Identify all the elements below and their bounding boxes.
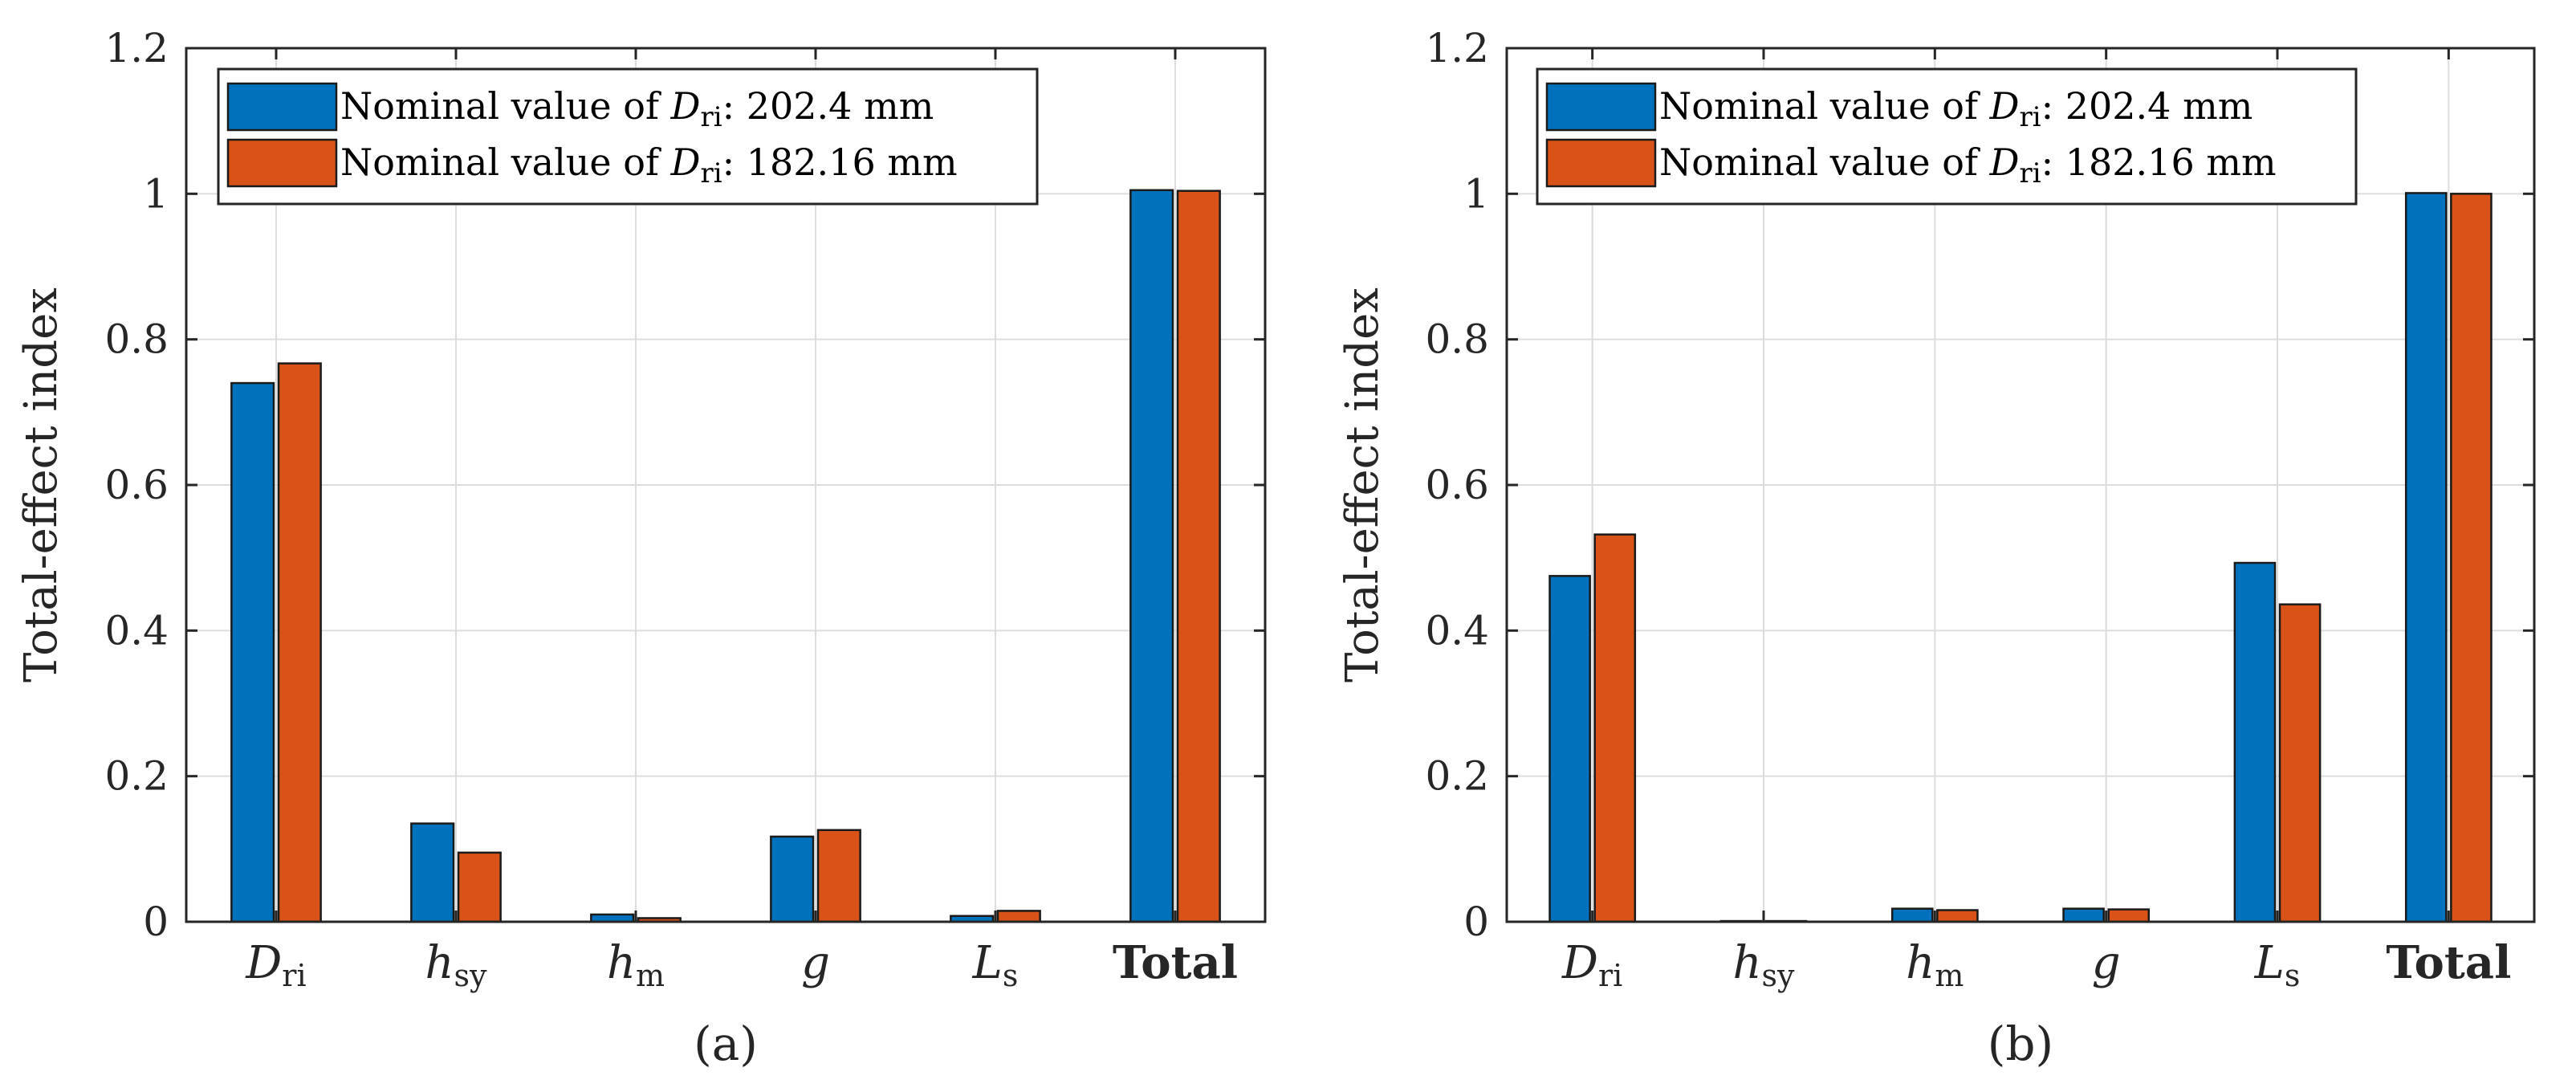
legend: Nominal value of Dri: 202.4 mm Nominal va… bbox=[1536, 67, 2358, 206]
x-tick-label: hm bbox=[1906, 937, 1964, 993]
legend-entry-2: Nominal value of Dri: 182.16 mm bbox=[1659, 141, 2277, 189]
legend-entry-2: Nominal value of Dri: 182.16 mm bbox=[340, 141, 958, 189]
x-tick-label: g bbox=[801, 937, 830, 989]
panel-caption: (a) bbox=[694, 1017, 758, 1071]
y-tick-label: 0.8 bbox=[1425, 316, 1489, 363]
panel-caption: (b) bbox=[1988, 1017, 2053, 1071]
x-tick-label: Ls bbox=[972, 937, 1019, 993]
x-tick-label: Total bbox=[2386, 936, 2511, 989]
y-axis-label: Total-effect index bbox=[15, 287, 67, 682]
y-tick-label: 1.2 bbox=[104, 25, 169, 71]
legend-swatch-1 bbox=[1545, 82, 1657, 132]
y-tick-label: 0 bbox=[143, 898, 169, 945]
x-tick-label: hm bbox=[607, 937, 665, 993]
bar-series2-cat4 bbox=[816, 829, 861, 923]
bar-series2-cat3 bbox=[1936, 909, 1979, 923]
bar-series2-cat6 bbox=[1176, 189, 1221, 923]
y-tick-label: 0.6 bbox=[104, 462, 169, 508]
y-tick-label: 0.4 bbox=[104, 607, 169, 654]
legend-swatch-2 bbox=[226, 138, 338, 188]
legend: Nominal value of Dri: 202.4 mm Nominal va… bbox=[217, 67, 1039, 206]
x-tick-label: Dri bbox=[1561, 937, 1622, 993]
legend-box bbox=[217, 67, 1039, 206]
bar-series1-cat1 bbox=[1548, 575, 1591, 923]
chart-panel-b: 0 0.2 0.4 0.6 0.8 1 1.2 Dri hsy hm g Ls Total Total-e… bbox=[1337, 25, 2536, 1071]
axes-box bbox=[1505, 47, 2536, 923]
y-tick-label: 1 bbox=[1463, 170, 1489, 217]
y-tick-label: 0.4 bbox=[1425, 607, 1489, 654]
y-tick-label: 0.2 bbox=[1425, 753, 1489, 800]
bar-series2-cat5 bbox=[996, 910, 1041, 923]
x-tick-label: Ls bbox=[2254, 937, 2301, 993]
legend-swatch-1 bbox=[226, 82, 338, 132]
bar-series1-cat6 bbox=[2404, 192, 2448, 923]
bar-series1-cat6 bbox=[1129, 189, 1174, 923]
legend-box bbox=[1536, 67, 2358, 206]
legend-entry-1: Nominal value of Dri: 202.4 mm bbox=[340, 84, 934, 133]
axes-box bbox=[185, 47, 1267, 923]
bar-series1-cat4 bbox=[2062, 907, 2105, 923]
legend-entry-1: Nominal value of Dri: 202.4 mm bbox=[1659, 84, 2252, 133]
x-tick-label: Dri bbox=[245, 937, 306, 993]
y-tick-label: 0.8 bbox=[104, 316, 169, 363]
bar-series2-cat1 bbox=[277, 362, 322, 923]
y-tick-label: 0.2 bbox=[104, 753, 169, 800]
bar-series1-cat1 bbox=[230, 381, 275, 923]
y-tick-label: 0 bbox=[1463, 898, 1489, 945]
bar-series1-cat5 bbox=[2233, 561, 2277, 923]
chart-panel-a: 0 0.2 0.4 0.6 0.8 1 1.2 Dri hsy hm g Ls Total Total-e… bbox=[15, 25, 1267, 1071]
bar-series1-cat4 bbox=[770, 835, 815, 923]
bar-series2-cat2 bbox=[457, 851, 502, 923]
y-tick-label: 0.6 bbox=[1425, 462, 1489, 508]
y-tick-label: 1.2 bbox=[1425, 25, 1489, 71]
y-tick-label: 1 bbox=[143, 170, 169, 217]
bar-series2-cat4 bbox=[2107, 908, 2151, 923]
y-axis-label: Total-effect index bbox=[1337, 287, 1389, 682]
bar-series2-cat6 bbox=[2450, 193, 2493, 923]
x-tick-label: hsy bbox=[425, 937, 487, 993]
x-tick-label: g bbox=[2092, 937, 2121, 989]
bar-series1-cat3 bbox=[1890, 907, 1934, 923]
x-tick-label: Total bbox=[1113, 936, 1238, 989]
x-tick-label: hsy bbox=[1732, 937, 1795, 993]
legend-swatch-2 bbox=[1545, 138, 1657, 188]
bar-series1-cat2 bbox=[410, 822, 455, 923]
bar-series2-cat1 bbox=[1593, 533, 1637, 923]
bar-series2-cat5 bbox=[2278, 603, 2322, 923]
